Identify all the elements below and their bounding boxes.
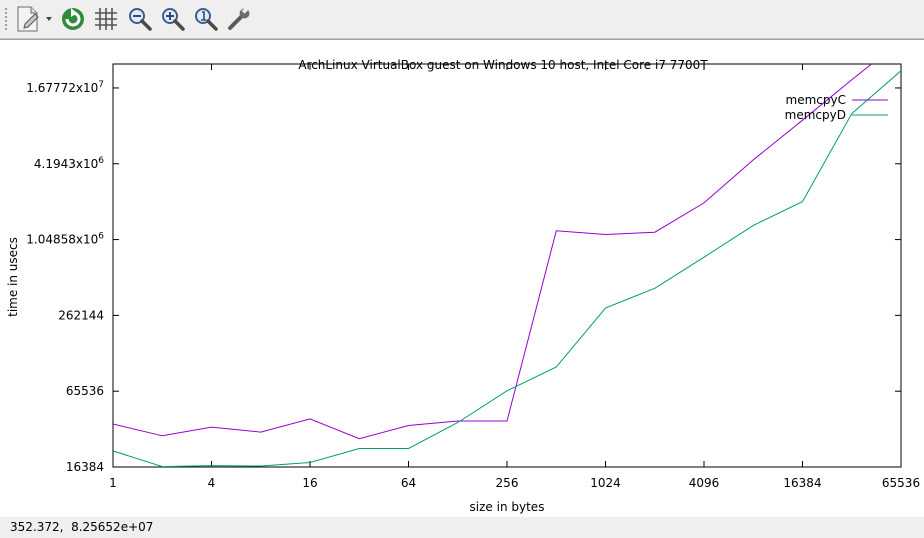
x-tick-label: 1: [109, 476, 117, 490]
toolbar-grip[interactable]: [4, 7, 8, 31]
x-tick-label: 64: [401, 476, 416, 490]
legend-label-memcpyD: memcpyD: [785, 108, 846, 122]
series-line-memcpyD: [112, 70, 902, 468]
y-tick-label: 65536: [66, 384, 104, 398]
status-bar: 352.372, 8.25652e+07: [0, 517, 924, 538]
zoom-next-button[interactable]: [158, 4, 188, 34]
y-tick-label: 4.1943x106: [34, 156, 104, 171]
series-line-memcpyC: [112, 63, 872, 440]
wrench-icon: [228, 7, 250, 30]
chart-canvas[interactable]: ArchLinux VirtualBox guest on Windows 10…: [0, 40, 924, 517]
y-axis-label: time in usecs: [6, 237, 20, 317]
zoom-in-icon: [162, 8, 185, 31]
export-document-icon: [17, 6, 52, 32]
y-tick-label: 262144: [58, 308, 104, 322]
toolbar: [0, 0, 924, 39]
y-tick-label: 1.67772x107: [26, 80, 104, 95]
refresh-icon: [62, 8, 84, 30]
x-tick-label: 4: [208, 476, 216, 490]
y-tick-label: 1.04858x106: [26, 232, 104, 247]
x-tick-label: 16: [302, 476, 317, 490]
grid-icon: [95, 8, 117, 30]
replot-button[interactable]: [58, 4, 88, 34]
settings-button[interactable]: [224, 4, 254, 34]
x-tick-label: 65536: [882, 476, 920, 490]
zoom-reset-icon: [195, 8, 218, 31]
x-tick-label: 1024: [590, 476, 621, 490]
plot-area[interactable]: ArchLinux VirtualBox guest on Windows 10…: [0, 39, 924, 518]
export-button[interactable]: [12, 4, 56, 34]
zoom-out-icon: [129, 8, 152, 31]
grid-button[interactable]: [91, 4, 121, 34]
y-tick-label: 16384: [66, 460, 104, 474]
zoom-reset-button[interactable]: [191, 4, 221, 34]
x-tick-label: 16384: [783, 476, 821, 490]
zoom-previous-button[interactable]: [125, 4, 155, 34]
chart-title: ArchLinux VirtualBox guest on Windows 10…: [298, 58, 708, 72]
x-axis-label: size in bytes: [470, 500, 545, 514]
legend-label-memcpyC: memcpyC: [786, 93, 846, 107]
cursor-coordinates: 352.372, 8.25652e+07: [10, 520, 154, 534]
plot-frame: [112, 63, 902, 468]
x-tick-label: 4096: [689, 476, 720, 490]
x-tick-label: 256: [496, 476, 519, 490]
